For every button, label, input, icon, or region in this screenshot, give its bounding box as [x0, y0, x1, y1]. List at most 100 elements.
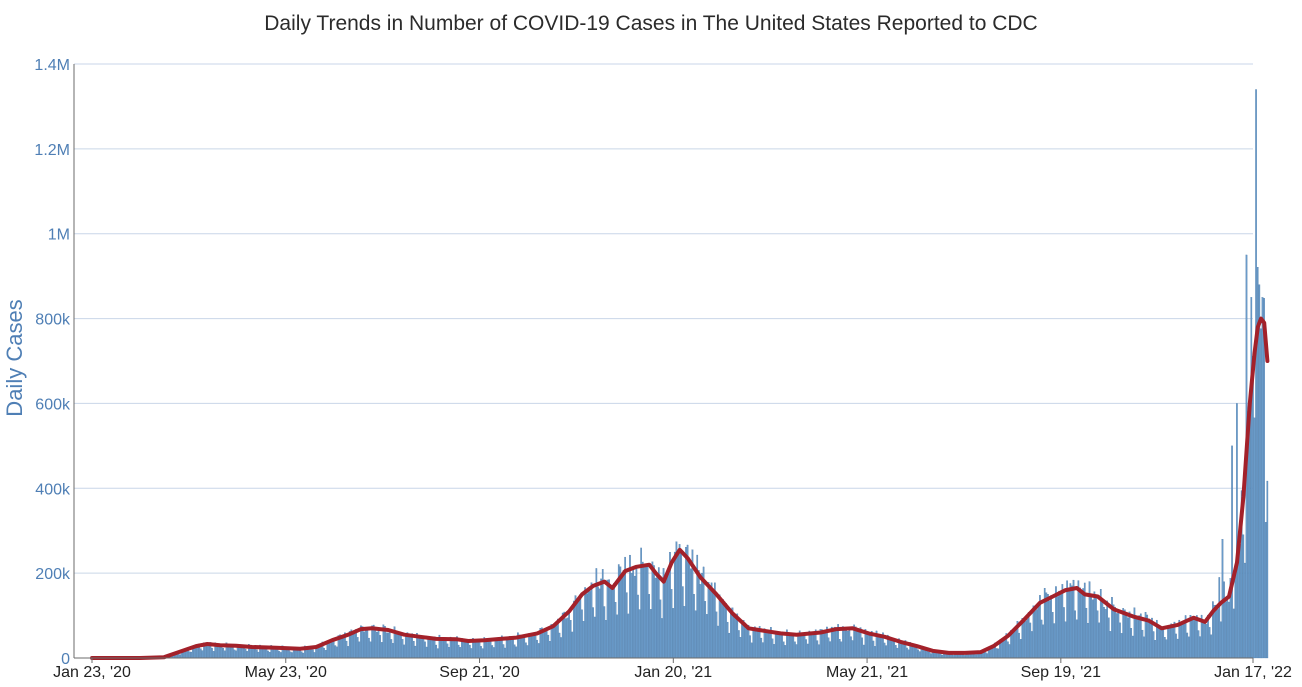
- daily-case-bar: [544, 631, 546, 659]
- daily-case-bar: [401, 639, 404, 659]
- daily-case-bar: [656, 574, 659, 659]
- daily-case-bar: [1170, 623, 1173, 659]
- daily-case-bar: [638, 609, 641, 659]
- daily-case-bar: [818, 644, 820, 659]
- daily-case-bar: [534, 633, 537, 659]
- daily-case-bar: [1059, 593, 1062, 659]
- daily-case-bar: [1047, 594, 1049, 659]
- daily-case-bar: [890, 640, 892, 659]
- daily-case-bar: [1040, 619, 1043, 659]
- daily-case-bar: [715, 611, 718, 659]
- daily-case-bar: [1263, 298, 1265, 659]
- daily-case-bar: [403, 644, 405, 659]
- daily-case-bar: [657, 567, 660, 659]
- daily-case-bar: [1002, 640, 1004, 659]
- daily-case-bar: [396, 631, 399, 659]
- daily-case-bar: [1160, 628, 1163, 659]
- daily-case-bar: [613, 583, 615, 659]
- daily-case-bar: [781, 633, 783, 659]
- daily-case-bar: [371, 625, 373, 659]
- daily-case-bar: [334, 645, 337, 659]
- daily-case-bar: [838, 639, 841, 659]
- daily-case-bar: [363, 631, 365, 659]
- daily-case-bar: [1242, 534, 1245, 659]
- daily-case-bar: [211, 647, 213, 659]
- daily-case-bar: [353, 633, 356, 659]
- daily-case-bar: [252, 648, 255, 659]
- daily-case-bar: [1168, 625, 1171, 659]
- daily-case-bar: [1167, 625, 1169, 659]
- daily-case-bar: [630, 572, 633, 659]
- daily-case-bar: [872, 640, 875, 659]
- daily-case-bar: [962, 654, 964, 659]
- daily-case-bar: [1138, 615, 1141, 659]
- daily-case-bar: [1192, 618, 1195, 659]
- daily-case-bar: [709, 587, 711, 659]
- daily-case-bar: [364, 630, 367, 659]
- daily-case-bar: [1194, 620, 1197, 659]
- daily-case-bar: [845, 630, 847, 659]
- daily-case-bar: [1090, 594, 1092, 659]
- daily-case-bar: [1122, 608, 1125, 659]
- daily-case-bar: [726, 621, 729, 659]
- daily-case-bar: [1064, 621, 1067, 659]
- daily-case-bar: [513, 644, 516, 659]
- daily-case-bar: [512, 638, 514, 659]
- daily-case-bar: [848, 627, 851, 659]
- daily-case-bar: [435, 644, 438, 659]
- daily-case-bar: [899, 641, 902, 659]
- daily-case-bar: [459, 647, 462, 659]
- daily-case-bar: [573, 600, 575, 659]
- daily-case-bar: [842, 626, 844, 659]
- daily-case-bar: [750, 642, 753, 659]
- daily-case-bar: [387, 632, 389, 659]
- daily-case-bar: [1143, 636, 1145, 659]
- daily-case-bar: [771, 638, 774, 659]
- daily-case-bar: [502, 644, 505, 659]
- daily-case-bar: [366, 628, 369, 659]
- y-tick-label: 800k: [35, 312, 71, 329]
- daily-case-bar: [1018, 632, 1020, 659]
- daily-case-bar: [462, 640, 465, 659]
- daily-case-bar: [1112, 604, 1115, 659]
- daily-case-bar: [874, 646, 876, 659]
- x-tick-label: May 21, '21: [826, 664, 908, 681]
- daily-case-bar: [1120, 633, 1123, 659]
- daily-case-bar: [1075, 619, 1078, 659]
- daily-case-bar: [324, 650, 327, 659]
- daily-case-bar: [1019, 639, 1022, 659]
- daily-case-bar: [533, 634, 535, 659]
- daily-case-bar: [1023, 618, 1025, 659]
- daily-case-bar: [549, 641, 551, 659]
- daily-case-bar: [720, 600, 723, 659]
- daily-cases-bars: [140, 89, 1269, 659]
- x-tick-label: Sep 21, '20: [439, 664, 520, 681]
- daily-case-bar: [342, 636, 345, 659]
- daily-case-bar: [766, 632, 769, 659]
- daily-case-bar: [621, 576, 623, 659]
- daily-case-bar: [428, 638, 431, 659]
- daily-case-bar: [1176, 638, 1179, 659]
- daily-case-bar: [651, 561, 654, 659]
- daily-case-bar: [773, 644, 775, 659]
- daily-case-bar: [722, 599, 724, 659]
- daily-case-bar: [464, 640, 466, 659]
- daily-case-bar: [1104, 609, 1107, 659]
- y-tick-label: 200k: [35, 566, 71, 583]
- daily-case-bar: [1204, 623, 1206, 659]
- daily-case-bar: [688, 558, 691, 659]
- y-tick-label: 400k: [35, 481, 71, 498]
- daily-case-bar: [907, 649, 910, 659]
- daily-case-bar: [673, 551, 676, 659]
- daily-case-bar: [928, 652, 931, 659]
- daily-case-bar: [611, 586, 614, 659]
- daily-case-bar: [414, 645, 417, 659]
- daily-case-bar: [475, 639, 478, 659]
- daily-case-bar: [1051, 612, 1054, 659]
- daily-case-bar: [757, 628, 759, 659]
- daily-case-bar: [412, 640, 415, 659]
- daily-case-bar: [667, 573, 670, 659]
- daily-case-bar: [712, 590, 715, 659]
- daily-case-bar: [1125, 612, 1128, 659]
- daily-case-bar: [685, 547, 687, 659]
